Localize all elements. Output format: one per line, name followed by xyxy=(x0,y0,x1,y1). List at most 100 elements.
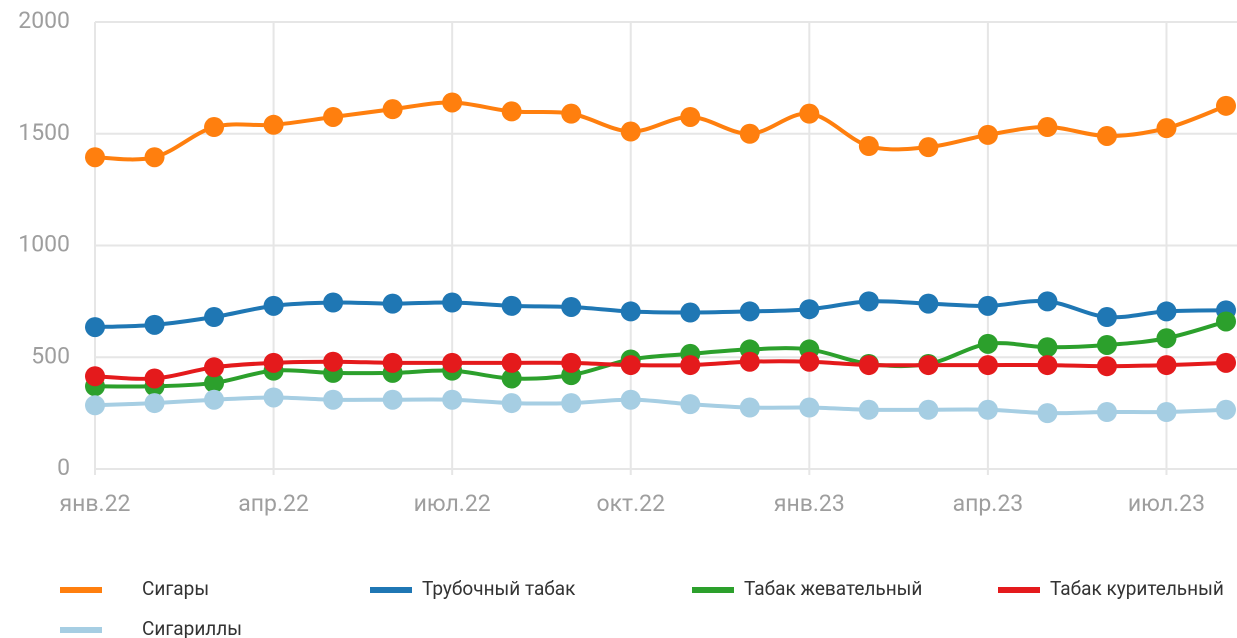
point xyxy=(680,302,701,323)
x-tick-label: июл.22 xyxy=(414,490,491,517)
point xyxy=(1037,291,1058,312)
point xyxy=(323,389,344,410)
point xyxy=(442,389,463,410)
point xyxy=(620,301,641,322)
point xyxy=(561,393,582,414)
legend-label: Сигариллы xyxy=(142,617,242,638)
point xyxy=(977,355,998,376)
point xyxy=(323,106,344,127)
point xyxy=(263,352,284,373)
x-tick-label: окт.22 xyxy=(596,490,665,517)
point xyxy=(561,103,582,124)
y-tick-label: 1000 xyxy=(18,231,70,258)
point xyxy=(1216,352,1236,373)
point xyxy=(1156,355,1177,376)
point xyxy=(1216,95,1236,116)
point xyxy=(204,357,225,378)
point xyxy=(1156,301,1177,322)
point xyxy=(382,389,403,410)
point xyxy=(620,355,641,376)
point xyxy=(858,399,879,420)
point xyxy=(799,299,820,320)
point xyxy=(501,295,522,316)
x-tick-label: янв.23 xyxy=(774,490,845,517)
legend-label: Трубочный табак xyxy=(422,577,576,600)
point xyxy=(977,333,998,354)
point xyxy=(263,387,284,408)
point xyxy=(799,351,820,372)
y-tick-label: 1500 xyxy=(18,119,70,146)
y-tick-label: 500 xyxy=(31,342,70,369)
series-line xyxy=(94,319,1227,389)
point xyxy=(1037,403,1058,424)
point xyxy=(1156,328,1177,349)
point xyxy=(1037,355,1058,376)
point xyxy=(1216,399,1236,420)
point xyxy=(85,366,105,387)
point xyxy=(85,395,105,416)
point xyxy=(144,368,165,389)
point xyxy=(501,368,522,389)
point xyxy=(1096,356,1117,377)
point xyxy=(144,314,165,335)
point xyxy=(977,295,998,316)
legend-label: Табак жевательный xyxy=(744,577,922,600)
point xyxy=(382,99,403,120)
point xyxy=(204,307,225,328)
point xyxy=(85,317,105,338)
point xyxy=(204,389,225,410)
point xyxy=(204,117,225,138)
point xyxy=(680,355,701,376)
point xyxy=(977,124,998,145)
point xyxy=(739,351,760,372)
point xyxy=(1096,307,1117,328)
point xyxy=(85,147,105,168)
point xyxy=(1156,118,1177,139)
x-tick-label: апр.22 xyxy=(238,490,309,517)
point xyxy=(204,372,225,393)
y-tick-label: 2000 xyxy=(18,7,70,34)
point xyxy=(858,355,879,376)
point xyxy=(739,123,760,144)
y-tick-label: 0 xyxy=(57,454,70,481)
point xyxy=(799,397,820,418)
point xyxy=(1096,402,1117,423)
point xyxy=(382,293,403,314)
point xyxy=(561,352,582,373)
point xyxy=(1096,334,1117,355)
point xyxy=(1037,337,1058,358)
legend-label: Табак курительный xyxy=(1050,577,1224,600)
x-tick-label: янв.22 xyxy=(60,490,131,517)
point xyxy=(620,389,641,410)
point xyxy=(263,114,284,135)
point xyxy=(680,394,701,415)
legend-label: Сигары xyxy=(142,577,209,600)
point xyxy=(1216,311,1236,332)
x-tick-label: апр.23 xyxy=(953,490,1024,517)
point xyxy=(323,292,344,313)
point xyxy=(442,92,463,113)
point xyxy=(680,106,701,127)
point xyxy=(918,293,939,314)
point xyxy=(501,101,522,122)
point xyxy=(501,352,522,373)
point xyxy=(144,393,165,414)
point xyxy=(858,291,879,312)
point xyxy=(1037,117,1058,138)
point xyxy=(442,352,463,373)
point xyxy=(799,103,820,124)
point xyxy=(144,147,165,168)
point xyxy=(561,296,582,317)
point xyxy=(382,352,403,373)
point xyxy=(858,136,879,157)
point xyxy=(977,399,998,420)
x-tick-label: июл.23 xyxy=(1128,490,1205,517)
point xyxy=(739,301,760,322)
point xyxy=(739,397,760,418)
point xyxy=(323,351,344,372)
point xyxy=(918,399,939,420)
point xyxy=(1156,402,1177,423)
point xyxy=(918,355,939,376)
point xyxy=(501,393,522,414)
